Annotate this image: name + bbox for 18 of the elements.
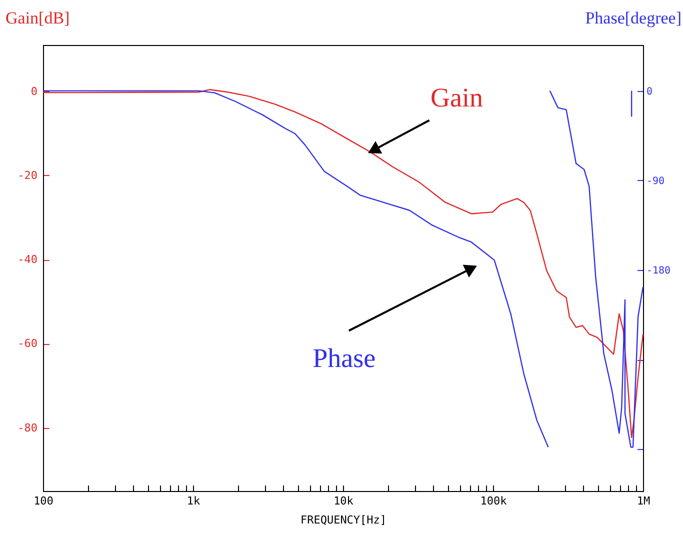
y-tick-label: -20	[18, 168, 38, 182]
x-axis-title: FREQUENCY[Hz]	[300, 514, 387, 526]
x-tick-label: 10k	[334, 494, 354, 508]
y2-tick-label: -90	[646, 176, 665, 187]
y2-tick-label: 0	[646, 86, 653, 98]
x-tick-label: 1M	[636, 494, 650, 508]
text: Gain	[430, 82, 484, 112]
text: Phase	[312, 342, 376, 373]
x-tick-label: 100k	[480, 494, 508, 508]
y-axis-title: Gain[dB]	[6, 8, 70, 28]
y-tick-label: 0	[30, 84, 38, 98]
y-tick-label: -80	[18, 421, 38, 434]
y-tick-label: -60	[18, 337, 38, 350]
y2-axis-title: Phase[degree]	[585, 8, 682, 28]
x-tick-label: 100	[34, 494, 54, 508]
y2-tick-label: -180	[646, 265, 671, 276]
y-tick-label: -40	[18, 253, 38, 266]
x-tick-label: 1k	[186, 494, 200, 508]
